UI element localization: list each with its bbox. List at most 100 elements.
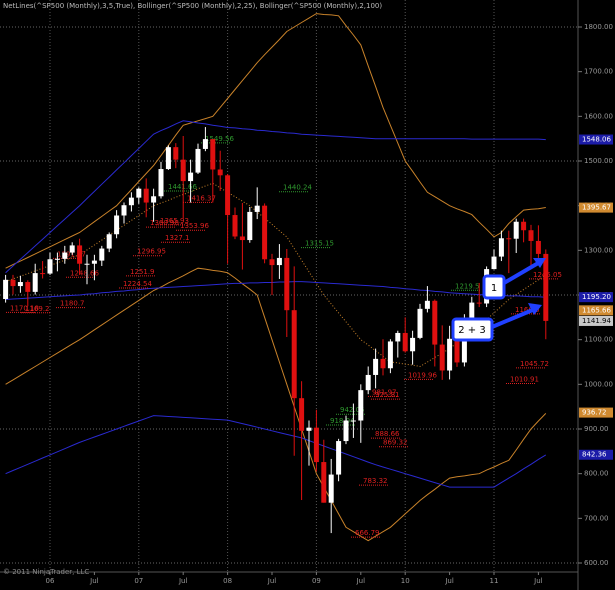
candle-body [158,169,164,197]
netline-label: 1170.18 [10,304,39,312]
price-marker-label: 1195.20 [582,293,611,301]
candle-body [461,321,467,363]
netline-label: 1219.5 [455,282,480,290]
candle-body [350,420,356,422]
netline-label: 1224.54 [123,280,152,288]
candle-body [69,245,75,253]
x-tick-label: Jul [178,577,188,585]
bollinger-band [5,415,547,488]
arrow-head [528,303,542,315]
x-tick-label: Jul [267,577,277,585]
candle-body [321,462,327,503]
candle-body [239,236,245,241]
candle-body [121,205,127,216]
netline-label: 1169.2 [25,305,50,313]
netline-label: 1180.7 [60,300,85,308]
netline-label: 1416.37 [187,194,216,202]
netline-label: 942.05 [340,406,365,414]
candle-body [365,374,371,391]
candle-body [114,215,120,235]
candle-body [535,240,541,254]
candle-body [476,302,482,304]
price-marker [579,305,613,316]
callout-box [482,274,506,300]
price-marker [579,292,613,303]
candle-body [143,188,149,203]
y-tick-label: 1000.00 [584,380,613,388]
netline-label: 1248.66 [70,269,99,277]
grid-layer [0,0,578,572]
candle-body [521,221,527,231]
netline-label: 1045.72 [520,360,549,368]
netline-label: 1360.98 [150,219,179,227]
netline-label: 1353.96 [180,222,209,230]
candle-body [469,302,475,322]
candle-body [136,188,142,198]
netline-label: 888.66 [375,430,400,438]
candle-body [498,238,504,257]
candle-body [447,338,453,371]
price-marker [579,134,613,145]
candle-body [417,308,423,338]
price-marker [579,315,613,326]
candle-body [40,273,46,275]
candle-body [225,175,231,216]
candle-body [424,300,430,309]
netline-label: 1315.15 [305,240,334,248]
candle-body [336,441,342,475]
netline-label: 1440.24 [283,184,312,192]
candle-body [402,332,408,352]
candle-body [328,474,334,503]
price-marker [579,407,613,418]
candle-body [99,248,105,261]
bollinger-band [5,120,546,274]
y-tick-label: 700.00 [584,514,609,522]
candle-body [491,256,497,270]
candle-body [217,169,223,176]
candle-body [254,205,260,212]
candle-body [506,238,512,240]
y-tick-label: 1100.00 [584,336,613,344]
candle-body [528,230,534,241]
x-tick-label: 07 [134,577,143,585]
candle-body [202,139,208,149]
candle-body [10,279,16,287]
arrow-head [533,258,546,268]
netline-labels: 1365.93 1416.37 1360.98 1353.96 1327.1 1296.9… [6,135,562,538]
y-tick-label: 1600.00 [584,112,613,120]
candle-body [432,300,438,345]
x-tick-label: 10 [401,577,410,585]
candle-body [32,273,38,292]
y-tick-label: 900.00 [584,425,609,433]
x-tick-label: 08 [223,577,232,585]
netline-label: 666.79 [355,529,380,537]
candle-body [380,358,386,369]
y-tick-label: 1700.00 [584,68,613,76]
x-tick-label: 06 [46,577,55,585]
netline-label: 975.81 [375,391,400,399]
price-marker-label: 842.36 [582,451,607,459]
candle-body [180,159,186,182]
candle-body [91,260,97,264]
y-tick-label: 1800.00 [584,23,613,31]
bollinger-band [5,267,547,542]
candle-body [3,279,9,300]
netline-label: 1327.1 [165,234,190,242]
candle-body [269,259,275,266]
candle-body [128,197,134,206]
netline-label: 1291.07 [57,250,86,258]
y-tick-label: 800.00 [584,470,609,478]
candle-body [284,257,290,311]
footer: © 2011 NinjaTrader, LLC [3,568,89,576]
candle-body [151,196,157,203]
candle-body [54,258,60,260]
price-marker-label: 1165.66 [582,306,611,314]
price-marker-label: 1395.67 [582,204,611,212]
bollinger-band [5,281,546,300]
candle-body [387,341,393,369]
candle-body [47,259,53,274]
netline-label: 918.04 [330,417,355,425]
x-tick-label: 09 [312,577,321,585]
candle-body [306,427,312,431]
